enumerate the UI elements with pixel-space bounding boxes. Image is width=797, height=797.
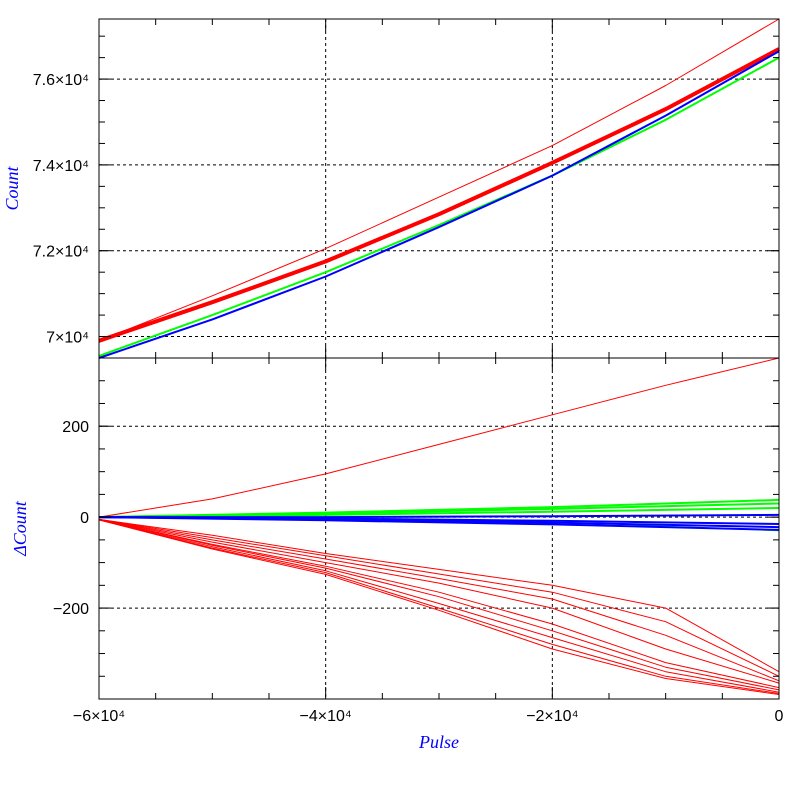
- y-tick-label: 7.2×10⁴: [33, 244, 89, 261]
- bottom-y-axis-label: ΔCount: [10, 500, 30, 557]
- series-line-3: [98, 518, 780, 682]
- top-series-group: [98, 18, 780, 359]
- y-tick-label: 7.6×10⁴: [33, 72, 89, 89]
- series-line-0: [98, 357, 780, 518]
- top-ticks: 7×10⁴ 7.2×10⁴ 7.4×10⁴ 7.6×10⁴: [33, 19, 780, 359]
- series-line-0: [98, 18, 780, 342]
- y-tick-label: 7.4×10⁴: [33, 158, 89, 175]
- series-line-4: [98, 518, 780, 684]
- x-tick-label: −6×10⁴: [73, 708, 125, 725]
- series-line-12: [98, 498, 780, 519]
- x-tick-label: −4×10⁴: [300, 708, 352, 725]
- series-line-9: [98, 519, 780, 695]
- bottom-ticks: −200 0 200 −6×10⁴ −4×10⁴ −2×10⁴ 0: [53, 357, 784, 725]
- y-tick-label: −200: [53, 601, 89, 618]
- series-line-8: [98, 519, 780, 694]
- y-tick-label: 0: [80, 510, 89, 527]
- series-line-1: [98, 47, 780, 343]
- series-line-3: [98, 50, 780, 359]
- series-line-1: [98, 518, 780, 673]
- series-line-2: [98, 56, 780, 357]
- y-tick-label: 200: [62, 419, 89, 436]
- series-line-17: [99, 513, 780, 519]
- series-line-2: [98, 518, 780, 677]
- x-tick-label: 0: [775, 708, 784, 725]
- series-line-5: [98, 518, 780, 689]
- series-line-6: [98, 518, 780, 691]
- y-tick-label: 7×10⁴: [46, 330, 89, 347]
- bottom-grid: [99, 358, 779, 699]
- top-y-axis-label: Count: [2, 166, 22, 211]
- series-line-7: [98, 519, 780, 693]
- top-panel: 7×10⁴ 7.2×10⁴ 7.4×10⁴ 7.6×10⁴ Count: [2, 18, 780, 359]
- bottom-series-group: [98, 357, 780, 695]
- bottom-plot-frame: [98, 357, 780, 700]
- bottom-panel: −200 0 200 −6×10⁴ −4×10⁴ −2×10⁴ 0 ΔCount Pulse: [10, 357, 784, 752]
- x-axis-label: Pulse: [418, 732, 459, 752]
- series-line-16: [98, 516, 780, 531]
- x-tick-label: −2×10⁴: [526, 708, 578, 725]
- top-grid: [99, 19, 779, 358]
